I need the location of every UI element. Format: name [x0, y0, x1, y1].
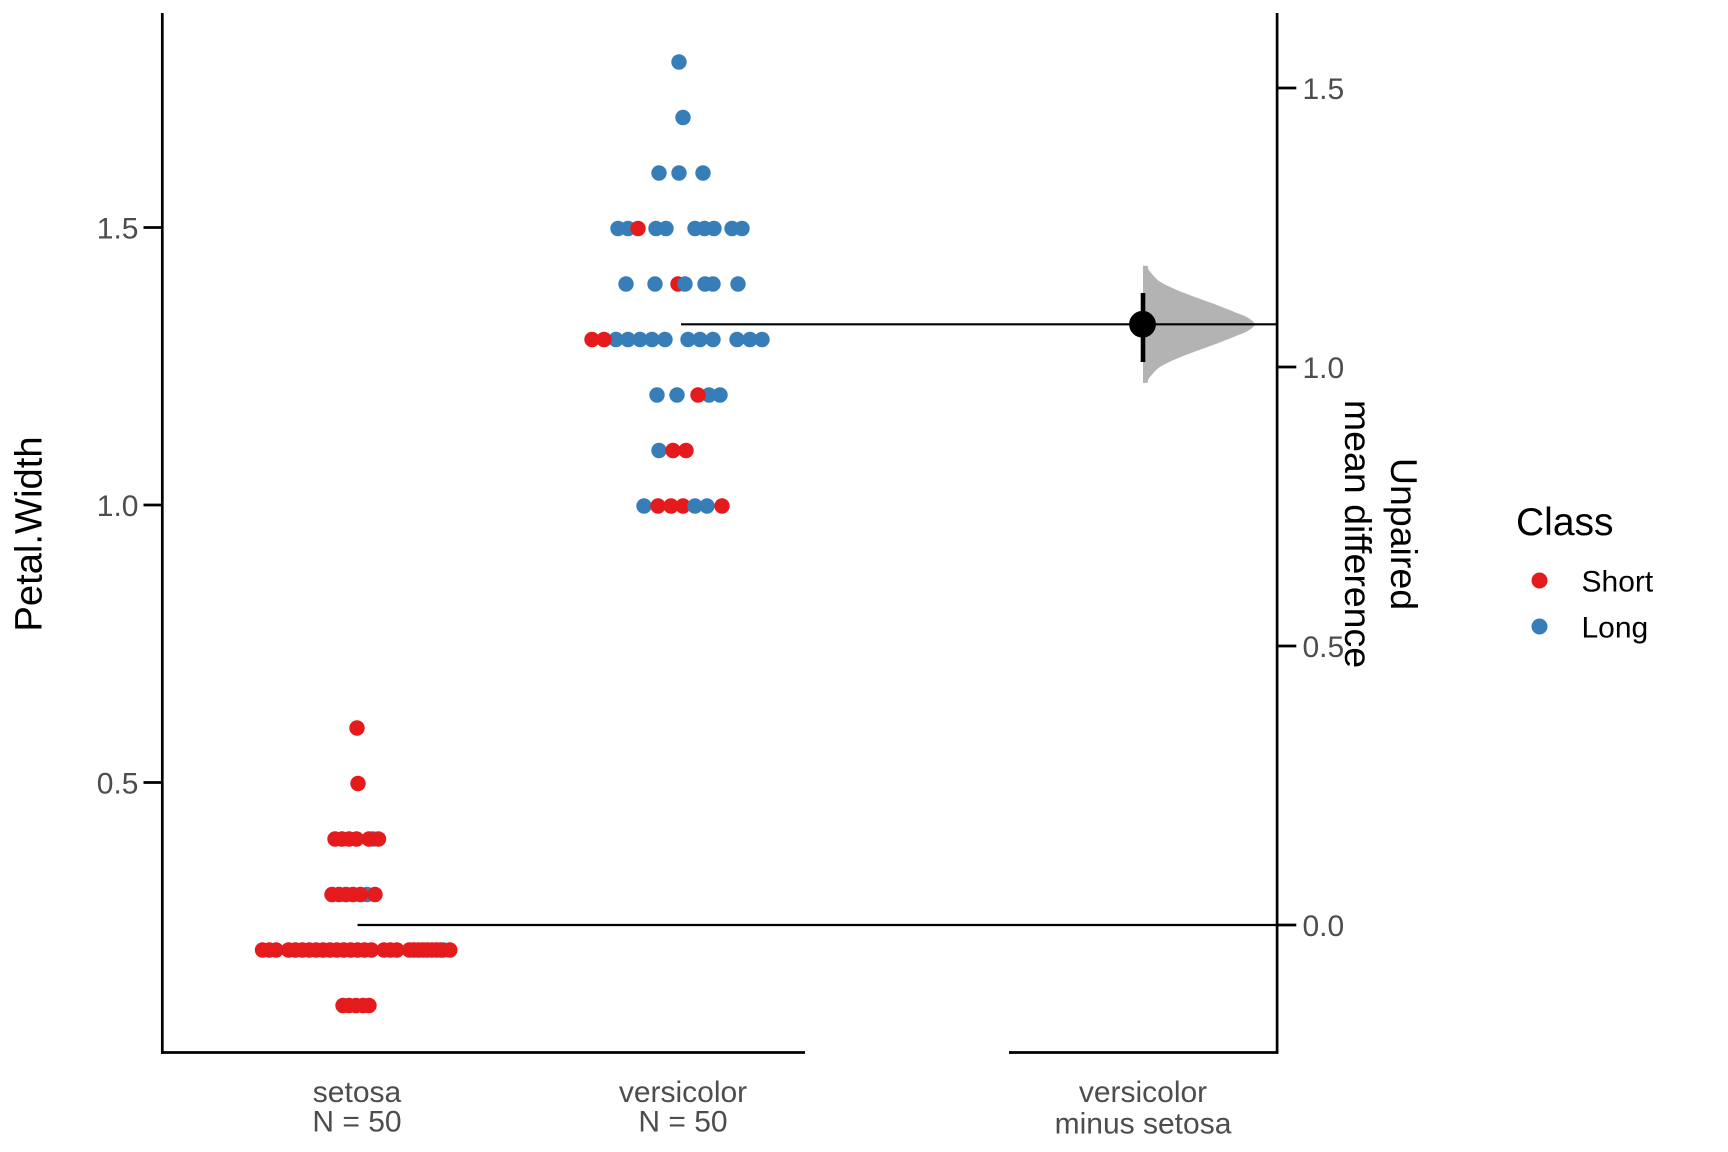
svg-text:1.5: 1.5 — [97, 212, 139, 245]
svg-text:Short: Short — [1582, 565, 1654, 598]
svg-text:0.0: 0.0 — [1303, 910, 1345, 943]
svg-text:Class: Class — [1516, 501, 1614, 544]
svg-text:Petal.Width: Petal.Width — [8, 436, 51, 631]
svg-text:0.5: 0.5 — [1303, 631, 1345, 664]
svg-text:Long: Long — [1582, 611, 1649, 644]
svg-text:1.5: 1.5 — [1303, 73, 1345, 106]
svg-text:N = 50: N = 50 — [638, 1106, 727, 1139]
svg-text:N = 50: N = 50 — [312, 1106, 401, 1139]
svg-text:minus setosa: minus setosa — [1055, 1108, 1232, 1141]
svg-text:mean difference: mean difference — [1337, 400, 1379, 668]
svg-text:setosa: setosa — [313, 1076, 402, 1109]
svg-text:versicolor: versicolor — [619, 1076, 747, 1109]
svg-text:1.0: 1.0 — [1303, 352, 1345, 385]
svg-text:0.5: 0.5 — [97, 767, 139, 800]
svg-text:Unpaired: Unpaired — [1383, 458, 1425, 610]
svg-text:versicolor: versicolor — [1079, 1076, 1207, 1109]
svg-text:1.0: 1.0 — [97, 490, 139, 523]
